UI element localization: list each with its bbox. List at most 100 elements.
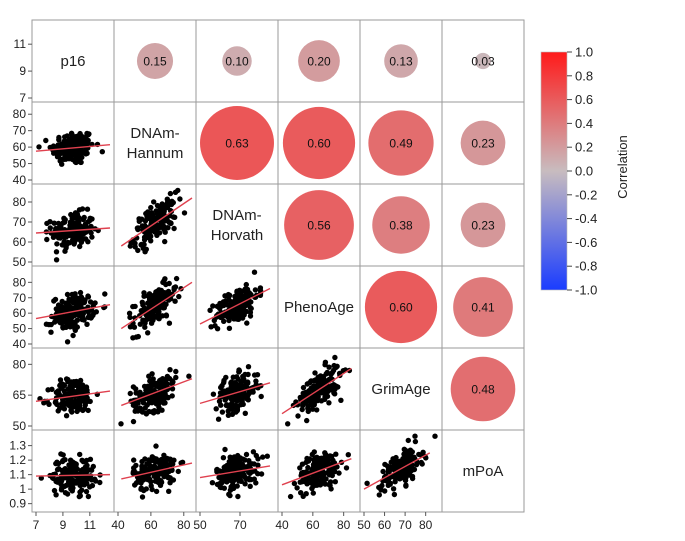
scatter-point bbox=[54, 401, 60, 408]
scatter-point bbox=[153, 488, 160, 495]
fit-line bbox=[199, 382, 271, 405]
correlation-circle bbox=[136, 42, 174, 80]
scatter-point bbox=[58, 383, 64, 390]
scatter-point bbox=[85, 493, 92, 500]
scatter-point bbox=[177, 196, 183, 202]
colorbar bbox=[540, 51, 568, 291]
variable-label-dnam-horvath: DNAm- Horvath bbox=[211, 207, 264, 244]
scatter-point bbox=[209, 480, 216, 486]
scatter-point bbox=[47, 225, 53, 231]
scatter-point bbox=[69, 314, 76, 320]
scatter-point bbox=[49, 475, 56, 481]
correlation-circle bbox=[282, 106, 356, 180]
scatter-point bbox=[68, 232, 75, 238]
scatter-point bbox=[243, 289, 249, 295]
scatter-point bbox=[73, 378, 80, 385]
y-tick-label: 50 bbox=[13, 157, 27, 171]
scatter-point bbox=[153, 227, 160, 233]
scatter-point bbox=[228, 405, 234, 411]
scatter-point bbox=[332, 479, 338, 485]
scatter-point bbox=[55, 235, 62, 241]
scatter-point bbox=[234, 397, 240, 403]
scatter-point bbox=[154, 232, 160, 238]
colorbar-title: Correlation bbox=[615, 135, 630, 199]
scatter-point bbox=[145, 293, 151, 299]
scatter-point bbox=[69, 152, 76, 158]
scatter-point bbox=[132, 482, 138, 488]
fit-line bbox=[121, 378, 193, 407]
scatter-point bbox=[158, 394, 164, 401]
scatter-point bbox=[69, 387, 76, 393]
scatter-point bbox=[299, 461, 306, 467]
scatter-point bbox=[80, 311, 87, 317]
scatter-point bbox=[376, 492, 382, 498]
scatter-point bbox=[133, 462, 139, 469]
fit-line bbox=[35, 143, 111, 152]
scatter-point bbox=[251, 372, 258, 378]
scatter-cell-mpoa-vs-dnam-horvath bbox=[199, 446, 271, 500]
scatter-point bbox=[324, 393, 331, 399]
scatter-point bbox=[300, 384, 307, 391]
scatter-point bbox=[248, 291, 254, 298]
scatter-point bbox=[86, 467, 92, 473]
correlation-circle bbox=[200, 106, 274, 180]
y-tick-label: 70 bbox=[13, 291, 27, 305]
scatter-point bbox=[53, 257, 60, 263]
scatter-point bbox=[163, 470, 169, 476]
x-tick-label: 50 bbox=[357, 518, 371, 532]
scatter-point bbox=[291, 480, 298, 487]
scatter-point bbox=[215, 416, 222, 422]
scatter-point bbox=[80, 216, 87, 223]
scatter-point bbox=[239, 378, 245, 384]
scatter-point bbox=[62, 392, 69, 398]
scatter-point bbox=[232, 460, 238, 467]
scatter-point bbox=[53, 249, 60, 255]
scatter-point bbox=[89, 234, 95, 240]
scatter-point bbox=[77, 243, 83, 250]
colorbar-tick-label: -0.2 bbox=[575, 187, 597, 202]
scatter-point bbox=[317, 455, 323, 462]
scatter-point bbox=[239, 471, 245, 477]
scatter-point bbox=[320, 463, 326, 469]
fit-line bbox=[199, 287, 271, 325]
scatter-point bbox=[170, 379, 176, 385]
scatter-point bbox=[305, 408, 311, 415]
scatter-point bbox=[173, 374, 179, 381]
y-tick-label: 50 bbox=[13, 322, 27, 336]
y-tick-label: 1.3 bbox=[9, 439, 26, 453]
scatter-point bbox=[64, 142, 71, 148]
scatter-point bbox=[73, 223, 79, 229]
scatter-point bbox=[167, 190, 174, 197]
scatter-point bbox=[75, 133, 81, 139]
correlation-value: 0.15 bbox=[143, 55, 167, 69]
scatter-point bbox=[79, 150, 86, 156]
scatter-point bbox=[97, 479, 103, 486]
scatter-point bbox=[53, 492, 59, 498]
scatter-cell-grimage-vs-dnam-horvath bbox=[199, 364, 271, 422]
scatter-point bbox=[59, 161, 65, 167]
scatter-point bbox=[148, 320, 155, 326]
scatter-point bbox=[243, 476, 250, 482]
colorbar-tick-label: -0.4 bbox=[575, 211, 597, 226]
scatter-point bbox=[222, 464, 228, 470]
scatter-point bbox=[245, 397, 251, 403]
scatter-point bbox=[54, 241, 60, 247]
variable-label-p16: p16 bbox=[60, 53, 85, 70]
scatter-point bbox=[329, 369, 335, 376]
scatter-point bbox=[145, 234, 151, 240]
scatter-point bbox=[285, 421, 291, 427]
scatter-point bbox=[334, 363, 340, 369]
scatter-point bbox=[147, 457, 154, 464]
scatter-point bbox=[234, 483, 240, 489]
x-tick-label: 11 bbox=[84, 518, 97, 532]
scatter-point bbox=[175, 468, 181, 475]
scatter-point bbox=[230, 387, 236, 393]
scatter-point bbox=[76, 207, 83, 213]
scatter-point bbox=[230, 374, 236, 380]
scatter-point bbox=[382, 461, 388, 468]
y-axes: 791140506070805060708040506070805065800.… bbox=[9, 37, 32, 511]
scatter-point bbox=[137, 321, 143, 327]
scatter-point bbox=[68, 219, 75, 226]
scatter-point bbox=[304, 417, 310, 424]
scatter-point bbox=[167, 480, 173, 486]
